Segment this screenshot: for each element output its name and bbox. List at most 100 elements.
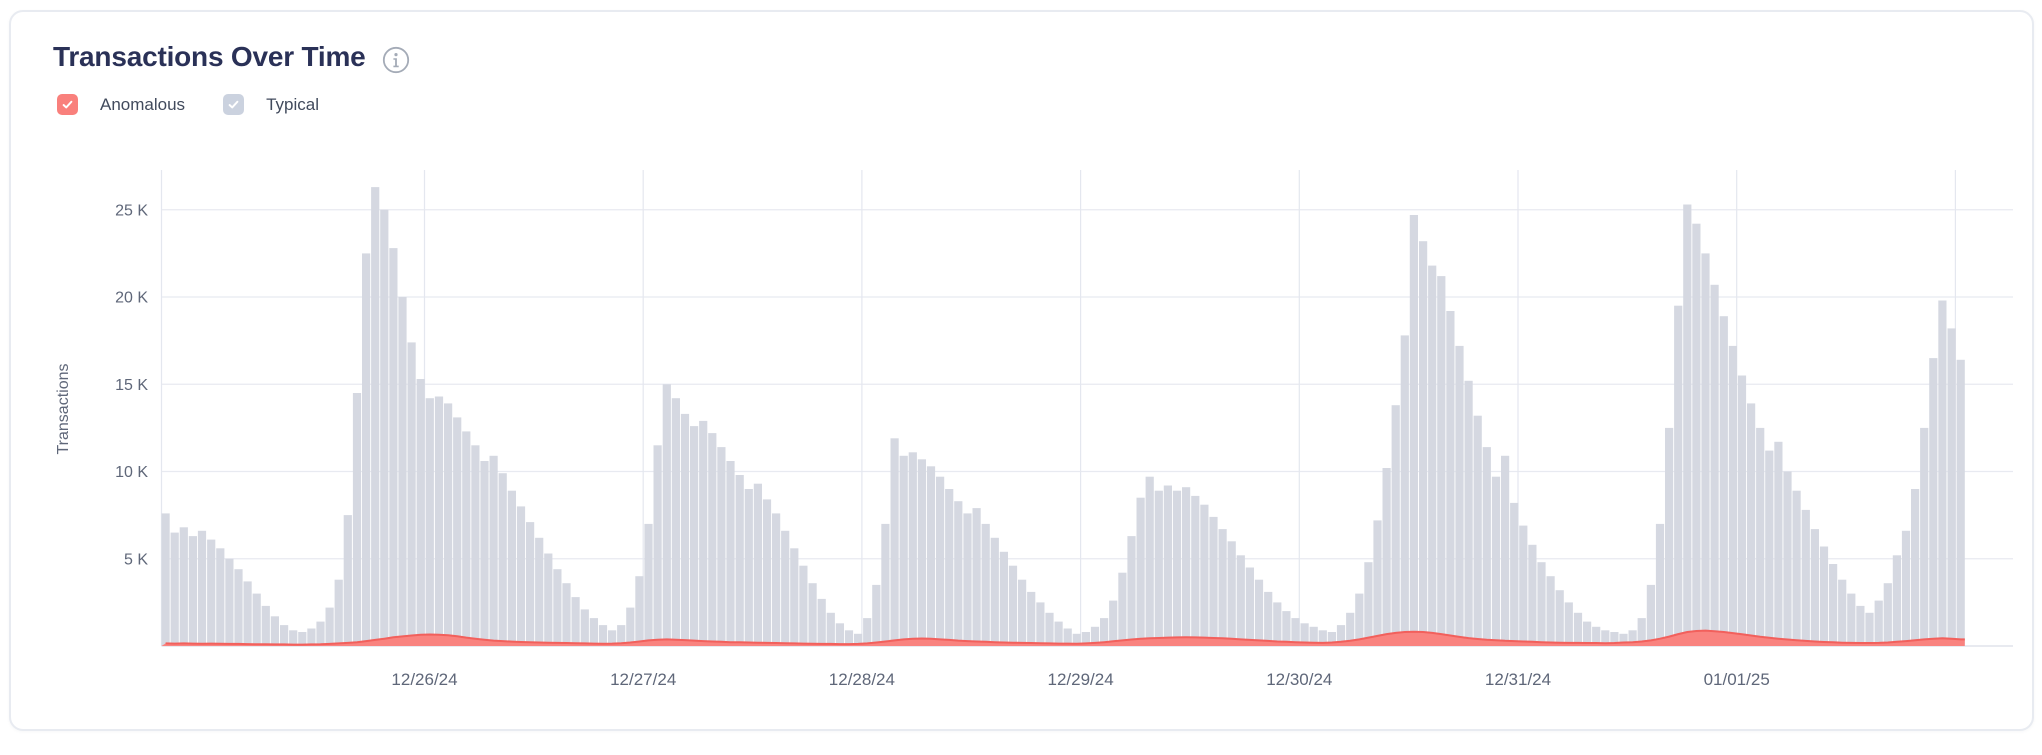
typical-bar	[1628, 630, 1637, 646]
typical-bar	[553, 569, 562, 646]
typical-bar	[343, 515, 352, 646]
typical-bar	[170, 532, 179, 646]
typical-bar	[1564, 602, 1573, 646]
typical-bar	[1583, 621, 1592, 646]
typical-bar	[425, 398, 434, 646]
typical-bar	[1473, 415, 1482, 646]
typical-bar	[1929, 358, 1938, 646]
typical-bar	[1391, 405, 1400, 646]
typical-bar	[708, 433, 717, 646]
typical-bar	[908, 452, 917, 646]
typical-bar	[1063, 628, 1072, 646]
typical-bar	[1956, 359, 1965, 646]
typical-bar	[526, 522, 535, 646]
typical-bar	[471, 445, 480, 646]
typical-bar	[352, 393, 362, 646]
typical-bar	[234, 569, 243, 646]
typical-bar	[571, 597, 580, 646]
typical-bar	[1892, 555, 1901, 646]
typical-bar	[1364, 562, 1373, 646]
typical-bar	[1901, 530, 1911, 646]
typical-bar	[717, 447, 726, 646]
typical-bar	[1154, 490, 1163, 646]
typical-bar	[1482, 447, 1491, 646]
x-tick-label: 12/27/24	[610, 670, 676, 689]
anomalous-area-series[interactable]	[161, 630, 1965, 646]
x-tick-label: 12/30/24	[1266, 670, 1332, 689]
typical-bar	[188, 536, 197, 646]
typical-bar	[598, 625, 608, 646]
typical-bar	[1373, 520, 1382, 646]
typical-bar	[781, 530, 790, 646]
typical-bar	[1601, 630, 1610, 646]
typical-bar	[1728, 345, 1737, 646]
typical-bar	[280, 625, 289, 646]
typical-bar	[772, 513, 781, 646]
y-tick-label: 25 K	[115, 202, 148, 219]
typical-bar	[1501, 455, 1510, 646]
typical-bars-series[interactable]	[161, 187, 1965, 647]
typical-bar	[1227, 541, 1236, 646]
check-icon	[62, 100, 73, 109]
typical-bar	[981, 523, 990, 646]
typical-bar	[535, 537, 544, 646]
transactions-over-time-chart: 5 K 10 K 15 K 20 K 25 K 12/26/24 12/27/24 12/28…	[55, 170, 2013, 689]
typical-bar	[744, 489, 753, 646]
typical-bar	[608, 630, 617, 646]
typical-bar	[179, 527, 188, 646]
y-tick-label: 20 K	[115, 290, 148, 307]
typical-bar	[1546, 576, 1555, 646]
typical-bar	[945, 489, 954, 646]
chart-legend: Anomalous Typical	[57, 94, 319, 115]
typical-bar	[617, 625, 626, 646]
page-title: Transactions Over Time	[53, 41, 366, 72]
typical-bar	[1455, 345, 1464, 646]
info-icon[interactable]	[382, 46, 410, 74]
typical-bar	[252, 593, 261, 646]
typical-bar	[735, 475, 744, 646]
typical-bar	[1273, 602, 1282, 646]
typical-bar	[1510, 502, 1519, 646]
typical-bar	[498, 473, 507, 646]
typical-bar	[1118, 572, 1127, 646]
typical-bar	[1838, 579, 1847, 646]
typical-bar	[1027, 591, 1036, 646]
typical-bar	[1191, 495, 1200, 646]
chart-area: 5 K 10 K 15 K 20 K 25 K 12/26/24 12/27/24 12/28…	[11, 142, 2042, 750]
typical-bar	[434, 396, 444, 646]
typical-checkbox[interactable]	[223, 94, 245, 115]
typical-bar	[1054, 621, 1063, 646]
typical-bar	[161, 513, 170, 646]
typical-bar	[817, 598, 826, 646]
typical-bar	[699, 420, 708, 646]
typical-bar	[1911, 489, 1920, 646]
typical-bar	[690, 426, 699, 646]
typical-bar	[1719, 316, 1728, 646]
typical-bar	[1555, 590, 1564, 646]
typical-bar	[1537, 562, 1546, 646]
typical-bar	[289, 630, 298, 646]
typical-bar	[1172, 490, 1182, 646]
legend-item-anomalous[interactable]: Anomalous	[57, 94, 185, 115]
typical-bar	[1309, 626, 1318, 646]
typical-bar	[1300, 623, 1309, 646]
typical-bar	[963, 513, 972, 646]
typical-bar	[626, 607, 635, 646]
anomalous-checkbox[interactable]	[57, 94, 78, 115]
typical-bar	[1701, 253, 1710, 646]
typical-bar	[1355, 593, 1364, 646]
typical-bar	[863, 618, 872, 646]
legend-label: Anomalous	[100, 94, 186, 114]
typical-bar	[1810, 529, 1819, 646]
typical-bar	[1428, 265, 1437, 646]
y-axis-title: Transactions	[55, 364, 72, 455]
legend-item-typical[interactable]: Typical	[223, 94, 319, 115]
typical-bar	[662, 384, 671, 647]
typical-bar	[516, 506, 526, 646]
typical-bar	[270, 616, 279, 646]
typical-bar	[480, 461, 489, 646]
typical-bar	[1519, 525, 1528, 646]
typical-bar	[207, 539, 216, 646]
typical-bar	[1209, 516, 1218, 646]
typical-bar	[1127, 536, 1136, 646]
